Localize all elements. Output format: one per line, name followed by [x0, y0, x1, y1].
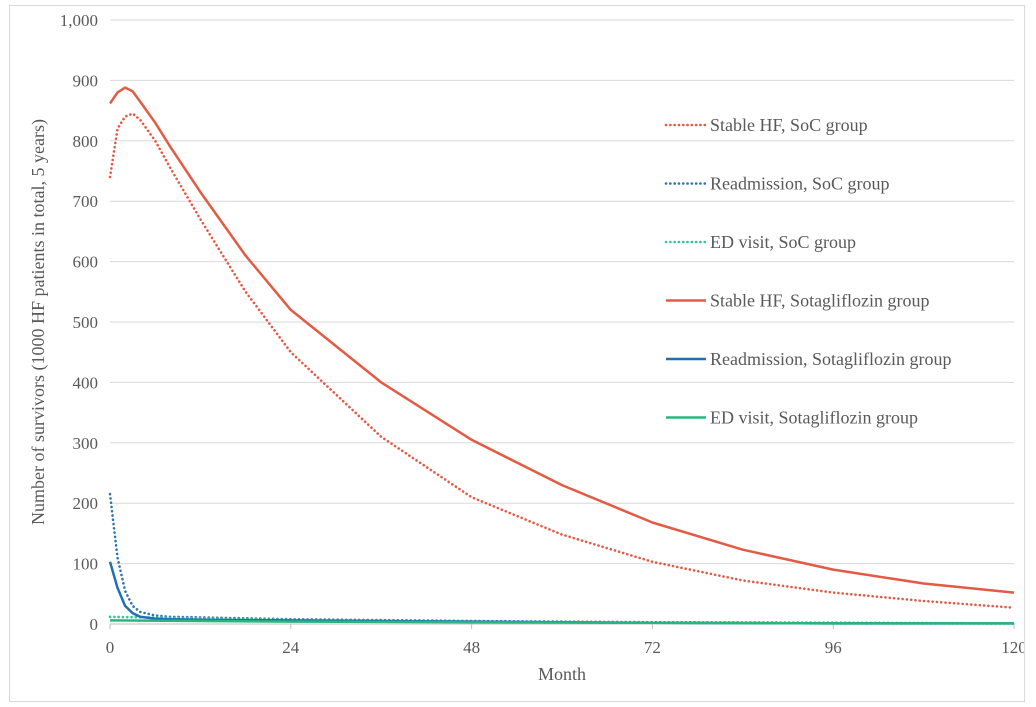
- y-tick-label: 400: [73, 373, 99, 392]
- series-lines: [108, 86, 1016, 625]
- legend-label: Stable HF, SoC group: [710, 115, 868, 135]
- y-tick-label: 500: [73, 313, 99, 332]
- y-tick-label: 200: [73, 494, 99, 513]
- series-line-readmission-soc-group: [108, 492, 1016, 625]
- y-tick-label: 1,000: [60, 11, 98, 30]
- series-line-stable-hf-sotagliflozin-group: [108, 86, 1015, 594]
- legend-label: ED visit, Sotagliflozin group: [710, 408, 918, 428]
- y-tick-label: 0: [90, 615, 99, 634]
- legend-label: Stable HF, Sotagliflozin group: [710, 291, 930, 311]
- y-tick-label: 800: [73, 132, 99, 151]
- series-line-readmission-sotagliflozin-group: [108, 561, 1014, 625]
- x-tick-label: 96: [825, 638, 842, 657]
- x-tick-label: 0: [106, 638, 115, 657]
- legend-label: ED visit, SoC group: [710, 232, 856, 252]
- y-axis-label: Number of survivors (1000 HF patients in…: [28, 119, 49, 525]
- y-tick-label: 100: [73, 555, 99, 574]
- line-chart: 0 100 200 300 400 500 600 700 800 900 1,000 0 24 48 72…: [28, 11, 1024, 684]
- x-tick-label: 24: [282, 638, 300, 657]
- chart-frame: 0 100 200 300 400 500 600 700 800 900 1,000 0 24 48 72…: [9, 5, 1025, 702]
- axes: 0 100 200 300 400 500 600 700 800 900 1,000 0 24 48 72…: [60, 11, 1024, 657]
- y-tick-label: 300: [73, 434, 99, 453]
- x-tick-label: 72: [644, 638, 661, 657]
- legend-label: Readmission, SoC group: [710, 174, 890, 194]
- legend: Stable HF, SoC group Readmission, SoC gro…: [664, 115, 951, 428]
- series-line-stable-hf-soc-group: [108, 112, 1016, 610]
- y-tick-label: 700: [73, 192, 99, 211]
- x-tick-label: 120: [1001, 638, 1024, 657]
- series-line-ed-visit-sotagliflozin-group: [109, 619, 1014, 625]
- gridlines: [110, 19, 1014, 565]
- y-tick-label: 600: [73, 253, 99, 272]
- y-tick-label: 900: [73, 71, 99, 90]
- legend-label: Readmission, Sotagliflozin group: [710, 349, 951, 369]
- x-tick-label: 48: [463, 638, 480, 657]
- x-axis-label: Month: [538, 664, 586, 684]
